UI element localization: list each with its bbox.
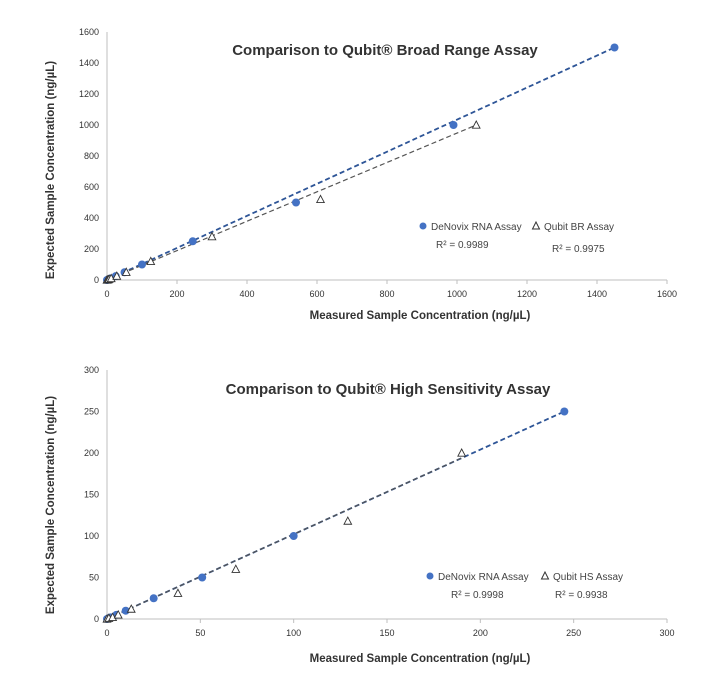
y-tick-label: 300 xyxy=(84,365,99,375)
y-tick-label: 1400 xyxy=(79,58,99,68)
y-tick-label: 200 xyxy=(84,448,99,458)
legend-triangle-marker xyxy=(531,220,541,230)
y-tick-label: 0 xyxy=(94,275,99,285)
qubit-trendline xyxy=(106,124,477,281)
legend-circle-marker xyxy=(426,572,434,580)
qubit-data-point xyxy=(126,604,136,613)
legend: DeNovix RNA Assay Qubit BR Assay R² = 0.… xyxy=(419,220,614,255)
x-tick-label: 600 xyxy=(309,289,324,299)
trendlines xyxy=(106,410,565,620)
qubit-data-point xyxy=(173,588,183,597)
y-tick-label: 1000 xyxy=(79,120,99,130)
y-axis-title: Expected Sample Concentration (ng/µL) xyxy=(45,61,57,279)
qubit-data-point xyxy=(315,194,326,204)
y-tick-label: 150 xyxy=(84,490,99,500)
qubit-data-point xyxy=(146,256,156,266)
x-tick-label: 200 xyxy=(473,628,488,638)
qubit-data-point xyxy=(231,564,241,573)
qubit-data-point xyxy=(113,609,123,619)
qubit-data-point xyxy=(343,516,353,525)
trendlines xyxy=(106,46,615,281)
qubit-data-point xyxy=(112,271,122,280)
data-points xyxy=(102,407,569,623)
x-tick-label: 1600 xyxy=(657,289,677,299)
y-tick-label: 200 xyxy=(84,244,99,254)
r-squared-denovix: R² = 0.9989 xyxy=(436,240,489,251)
denovix-data-point xyxy=(289,532,298,540)
y-tick-label: 0 xyxy=(94,614,99,624)
data-points xyxy=(102,43,619,284)
y-tick-label: 250 xyxy=(84,407,99,417)
denovix-trendline xyxy=(106,46,615,281)
y-axis-title: Expected Sample Concentration (ng/µL) xyxy=(45,396,57,614)
legend-label-denovix: DeNovix RNA Assay xyxy=(431,222,522,233)
x-tick-label: 1200 xyxy=(517,289,537,299)
x-axis-title: Measured Sample Concentration (ng/µL) xyxy=(310,653,531,665)
denovix-data-point xyxy=(138,260,146,269)
x-tick-label: 300 xyxy=(659,628,674,638)
r-squared-qubit: R² = 0.9938 xyxy=(555,590,608,601)
chart-title: Comparison to Qubit® Broad Range Assay xyxy=(232,42,538,59)
qubit-data-point xyxy=(471,120,481,129)
x-tick-label: 400 xyxy=(239,289,254,299)
y-tick-label: 50 xyxy=(89,573,99,583)
denovix-data-point xyxy=(449,121,458,129)
x-axis-title: Measured Sample Concentration (ng/µL) xyxy=(310,310,531,322)
legend: DeNovix RNA Assay Qubit HS Assay R² = 0.… xyxy=(426,570,623,601)
x-tick-label: 0 xyxy=(104,628,109,638)
denovix-data-point xyxy=(560,407,569,416)
qubit-trendline xyxy=(106,457,462,620)
denovix-data-point xyxy=(121,606,130,615)
r-squared-qubit: R² = 0.9975 xyxy=(552,244,605,255)
x-tick-label: 100 xyxy=(286,628,301,638)
chart-title: Comparison to Qubit® High Sensitivity As… xyxy=(226,381,551,398)
x-tick-label: 200 xyxy=(169,289,184,299)
high-sensitivity-chart: Comparison to Qubit® High Sensitivity As… xyxy=(45,365,675,665)
y-tick-label: 1200 xyxy=(79,89,99,99)
qubit-data-point xyxy=(106,273,116,283)
x-tick-label: 800 xyxy=(379,289,394,299)
denovix-data-point xyxy=(610,43,619,52)
x-tick-label: 50 xyxy=(195,628,205,638)
qubit-data-point xyxy=(121,267,131,276)
legend-label-qubit: Qubit HS Assay xyxy=(553,572,623,583)
denovix-data-point xyxy=(149,594,158,603)
tick-labels: 0 50 100 150 200 250 300 0 50 100 150 200 250 300 xyxy=(84,365,675,638)
y-tick-label: 400 xyxy=(84,213,99,223)
qubit-data-point xyxy=(207,231,217,241)
y-tick-label: 800 xyxy=(84,151,99,161)
legend-label-denovix: DeNovix RNA Assay xyxy=(438,572,529,583)
x-tick-label: 0 xyxy=(104,289,109,299)
x-tick-label: 1000 xyxy=(447,289,467,299)
qubit-data-point xyxy=(457,448,467,457)
y-tick-label: 1600 xyxy=(79,27,99,37)
x-tick-label: 250 xyxy=(566,628,581,638)
y-tick-label: 600 xyxy=(84,182,99,192)
broad-range-chart: Comparison to Qubit® Broad Range Assay 0… xyxy=(45,27,677,322)
legend-label-qubit: Qubit BR Assay xyxy=(544,222,614,233)
denovix-data-point xyxy=(292,198,300,207)
legend-circle-marker xyxy=(419,222,427,230)
y-tick-label: 100 xyxy=(84,531,99,541)
legend-triangle-marker xyxy=(540,570,550,580)
tick-labels: 0 200 400 600 800 1000 1200 1400 1600 0 200 400 600 8… xyxy=(79,27,677,299)
r-squared-denovix: R² = 0.9998 xyxy=(451,590,504,601)
x-tick-label: 150 xyxy=(379,628,394,638)
denovix-data-point xyxy=(188,237,197,246)
denovix-data-point xyxy=(198,573,207,582)
x-tick-label: 1400 xyxy=(587,289,607,299)
